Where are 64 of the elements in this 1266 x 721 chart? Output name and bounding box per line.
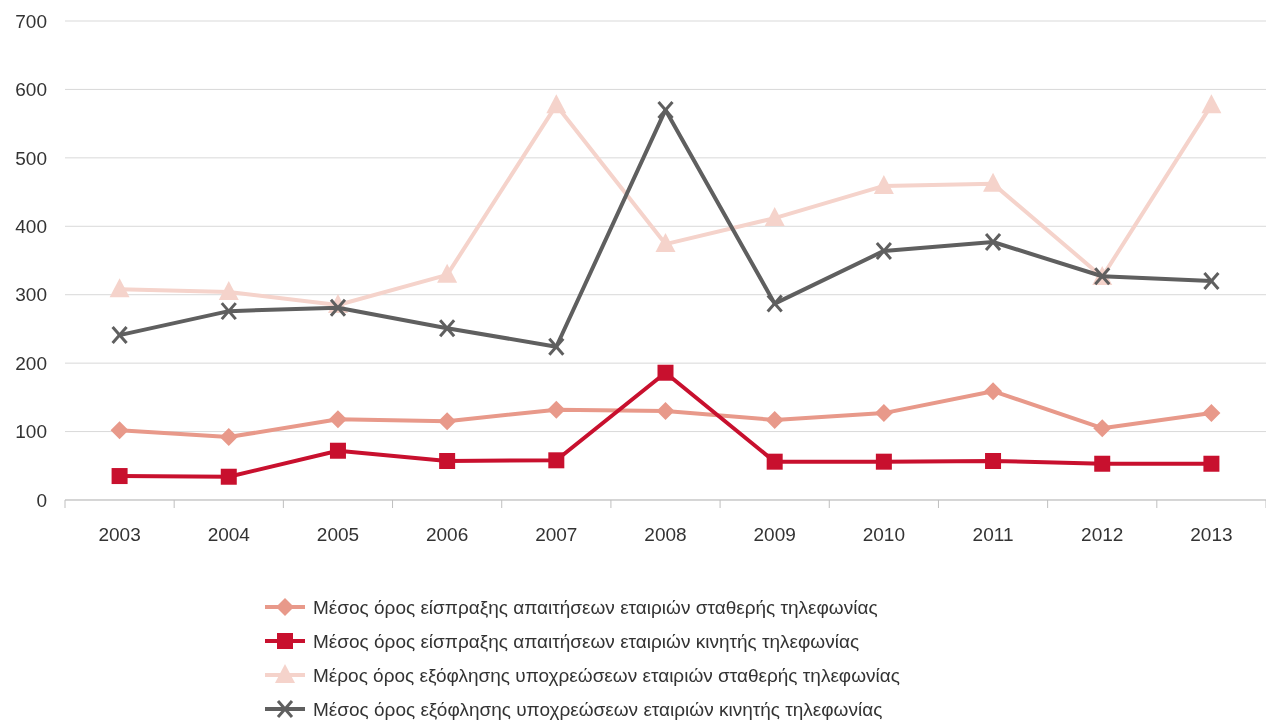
- point: [329, 442, 346, 459]
- point: [111, 325, 129, 345]
- point: [219, 428, 238, 447]
- point: [1093, 419, 1112, 438]
- legend-label: Μέσος όρος εξόφλησης υποχρεώσεων εταιριών κινητής τηλεφωνίας: [313, 698, 883, 720]
- x-tick-label: 2003: [98, 524, 141, 545]
- point: [218, 280, 239, 300]
- point: [764, 207, 785, 227]
- legend-label: Μέσος όρος είσπραξης απαιτήσεων εταιριών σταθερής τηλεφωνίας: [313, 596, 878, 618]
- point: [110, 421, 129, 440]
- point: [875, 453, 892, 470]
- point: [111, 468, 128, 485]
- y-tick-label: 600: [15, 79, 47, 101]
- point: [984, 232, 1002, 252]
- x-tick-label: 2009: [753, 524, 796, 545]
- y-tick-label: 200: [15, 352, 47, 374]
- point: [329, 298, 347, 318]
- point: [438, 318, 456, 338]
- x-tick-label: 2005: [316, 524, 360, 545]
- point: [984, 382, 1003, 401]
- point: [548, 452, 565, 469]
- point: [220, 301, 238, 321]
- x-tick-label: 2008: [644, 524, 687, 545]
- point: [1202, 404, 1221, 423]
- point: [765, 410, 784, 429]
- y-tick-label: 0: [36, 489, 47, 511]
- point: [875, 241, 893, 261]
- x-tick-label: 2006: [426, 524, 469, 545]
- y-tick-label: 400: [15, 215, 47, 237]
- y-tick-label: 700: [15, 10, 47, 32]
- y-tick-label: 100: [15, 421, 47, 443]
- point: [328, 410, 347, 429]
- legend-label: Μέρος όρος εξόφλησης υποχρεώσεων εταιριών σταθερής τηλεφωνίας: [313, 664, 900, 686]
- point: [657, 100, 674, 120]
- x-tick-label: 2013: [1190, 524, 1233, 545]
- point: [766, 453, 783, 470]
- x-tick-label: 2012: [1081, 524, 1124, 545]
- point: [437, 263, 458, 283]
- point: [874, 404, 893, 423]
- point: [766, 294, 784, 314]
- point: [1203, 455, 1220, 472]
- point: [220, 468, 237, 485]
- x-tick-label: 2011: [972, 524, 1014, 545]
- point: [1094, 455, 1111, 472]
- point: [1202, 271, 1220, 291]
- point: [656, 402, 675, 421]
- point: [439, 453, 456, 469]
- point: [1201, 94, 1222, 114]
- point: [983, 172, 1004, 192]
- point: [547, 337, 565, 357]
- point: [657, 364, 674, 381]
- x-tick-label: 2004: [207, 524, 251, 545]
- point: [655, 233, 676, 253]
- point: [985, 453, 1002, 469]
- y-tick-label: 500: [15, 147, 47, 169]
- point: [546, 94, 567, 114]
- point: [109, 278, 130, 298]
- x-tick-label: 2010: [862, 524, 905, 545]
- point: [547, 400, 566, 419]
- y-tick-label: 300: [15, 284, 47, 306]
- x-tick-label: 2007: [535, 524, 578, 545]
- legend-label: Μέσος όρος είσπραξης απαιτήσεων εταιριών κινητής τηλεφωνίας: [313, 630, 860, 652]
- point: [873, 174, 894, 194]
- point: [438, 412, 457, 431]
